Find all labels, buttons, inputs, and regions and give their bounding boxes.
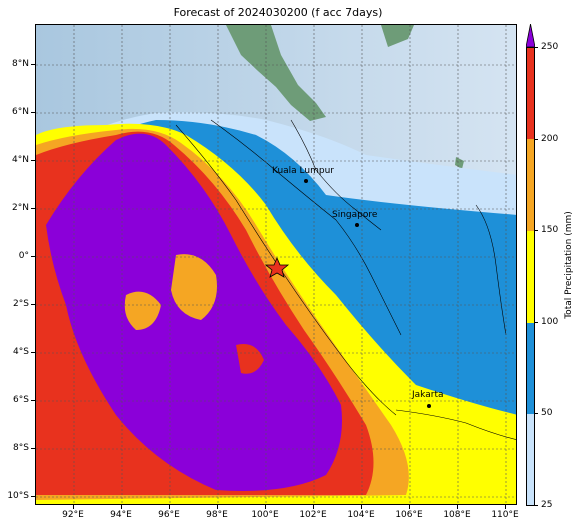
city-label-singapore: Singapore	[332, 210, 378, 220]
city-marker-jakarta	[427, 404, 431, 408]
lat-label: 4°N	[12, 155, 29, 165]
colorbar-segment	[527, 139, 534, 231]
lon-label: 92°E	[62, 510, 84, 520]
city-label-jakarta: Jakarta	[412, 390, 444, 400]
colorbar-tick	[535, 413, 538, 414]
colorbar-tick-label: 250	[541, 42, 559, 52]
lon-label: 104°E	[347, 510, 375, 520]
lat-tick	[31, 304, 35, 305]
coastline-malaysia	[290, 119, 382, 231]
map-title: Forecast of 2024030200 (f acc 7days)	[173, 6, 383, 19]
lon-label: 94°E	[110, 510, 132, 520]
precip-patch	[171, 254, 217, 320]
coastline-borneo	[475, 204, 507, 336]
lat-tick	[31, 352, 35, 353]
lon-label: 110°E	[491, 510, 519, 520]
lon-label: 96°E	[158, 510, 180, 520]
lon-label: 98°E	[206, 510, 228, 520]
colorbar-segment	[527, 323, 534, 414]
lat-label: 10°S	[7, 491, 29, 501]
land-mainland	[226, 25, 326, 121]
lat-tick	[31, 496, 35, 497]
colorbar-segment	[527, 414, 534, 505]
lat-label: 8°S	[13, 443, 29, 453]
lon-tick	[121, 505, 122, 509]
land-island	[455, 157, 464, 169]
lon-tick	[217, 505, 218, 509]
precip-patch	[124, 291, 161, 330]
precipitation-map	[35, 24, 517, 505]
map-canvas	[36, 25, 516, 504]
city-marker-kuala-lumpur	[304, 179, 308, 183]
precip-patch	[236, 344, 264, 374]
lat-tick	[31, 64, 35, 65]
lon-label: 100°E	[251, 510, 279, 520]
colorbar-tick-label: 200	[541, 134, 559, 144]
colorbar-tick-label: 50	[541, 408, 553, 418]
lon-tick	[313, 505, 314, 509]
coastline-java	[395, 409, 516, 440]
colorbar-extend-arrow	[526, 24, 535, 47]
lat-label: 2°N	[12, 203, 29, 213]
lat-tick	[31, 112, 35, 113]
lat-label: 8°N	[12, 59, 29, 69]
colorbar-segment	[527, 231, 534, 323]
colorbar-segment	[527, 48, 534, 139]
lat-label: 0°	[18, 251, 29, 261]
lon-tick	[505, 505, 506, 509]
lon-tick	[457, 505, 458, 509]
lon-label: 102°E	[299, 510, 327, 520]
lat-label: 6°S	[13, 395, 29, 405]
lat-tick	[31, 400, 35, 401]
lat-tick	[31, 160, 35, 161]
lat-label: 4°S	[13, 347, 29, 357]
colorbar-tick	[535, 322, 538, 323]
coastline-sumatra-east	[210, 119, 402, 336]
lon-tick	[73, 505, 74, 509]
gridlines	[36, 25, 516, 504]
lon-label: 108°E	[443, 510, 471, 520]
lon-tick	[265, 505, 266, 509]
lon-tick	[409, 505, 410, 509]
lat-label: 2°S	[13, 299, 29, 309]
colorbar-tick-label: 100	[541, 317, 559, 327]
colorbar-title: Total Precipitation (mm)	[564, 211, 574, 319]
lat-tick	[31, 208, 35, 209]
colorbar-tick	[535, 230, 538, 231]
lon-tick	[361, 505, 362, 509]
lon-tick	[169, 505, 170, 509]
colorbar	[526, 47, 535, 506]
lat-tick	[31, 256, 35, 257]
city-label-kuala-lumpur: Kuala Lumpur	[272, 166, 334, 176]
colorbar-tick	[535, 139, 538, 140]
land-vietnam	[381, 25, 414, 47]
colorbar-tick	[535, 505, 538, 506]
colorbar-tick	[535, 47, 538, 48]
city-marker-singapore	[355, 223, 359, 227]
lat-label: 6°N	[12, 107, 29, 117]
lon-label: 106°E	[395, 510, 423, 520]
colorbar-tick-label: 150	[541, 225, 559, 235]
star-marker-icon	[264, 256, 290, 278]
lat-tick	[31, 448, 35, 449]
colorbar-tick-label: 25	[541, 500, 553, 510]
